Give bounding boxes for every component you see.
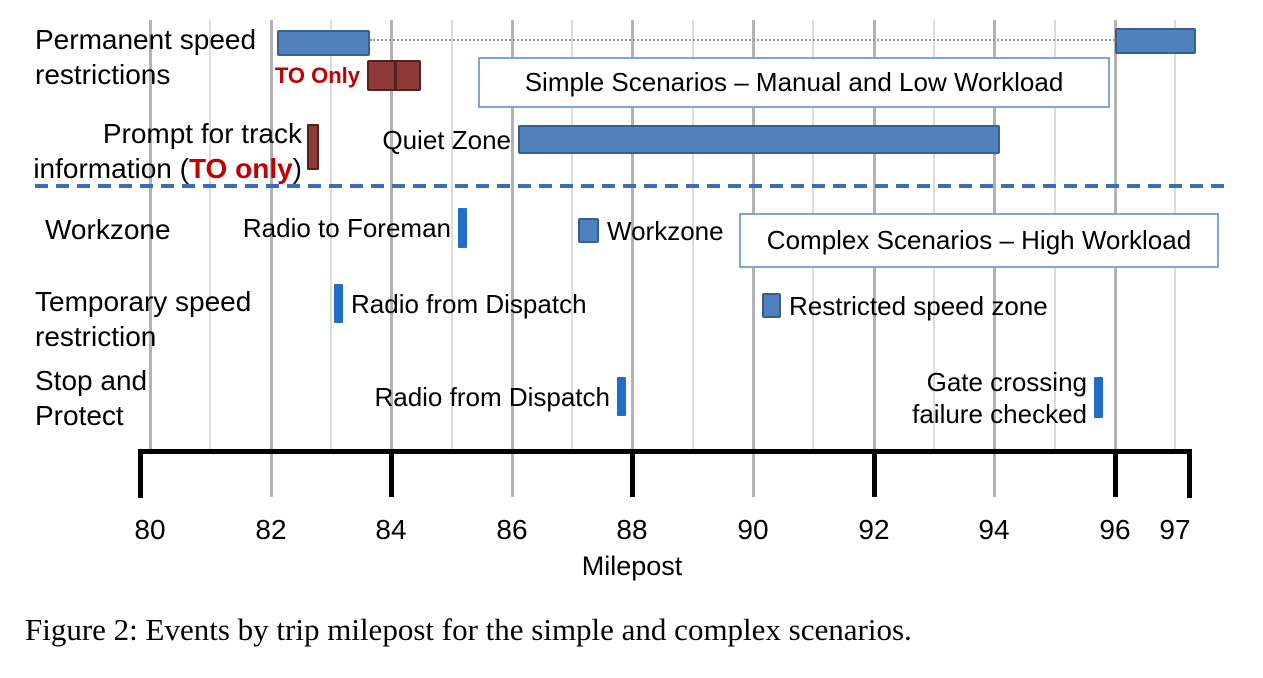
quiet-zone-bar-label: Quiet Zone	[382, 124, 511, 155]
x-axis-label-88: 88	[616, 514, 648, 545]
radio-to-foreman-tick	[458, 208, 467, 248]
quiet-zone-bar	[518, 125, 1000, 154]
gridline-mp-89	[692, 20, 694, 450]
row-label-stop-and-protect: Stop and Protect	[35, 365, 148, 431]
to-only-red-text: TO only	[188, 153, 293, 184]
perm-to-only-bar-label: TO Only	[274, 62, 360, 88]
bar-segment-divider	[394, 62, 397, 89]
x-axis-label-86: 86	[496, 514, 528, 545]
workzone-marker-label: Workzone	[607, 215, 724, 246]
prompt-track-marker	[307, 124, 319, 170]
figure-caption: Figure 2: Events by trip milepost for th…	[25, 612, 912, 647]
restricted-speed-zone-marker	[762, 293, 781, 318]
radio-from-dispatch-temp-tick-label: Radio from Dispatch	[351, 288, 587, 319]
x-axis-label-92: 92	[858, 514, 890, 545]
radio-from-dispatch-stop-tick-label: Radio from Dispatch	[374, 381, 610, 412]
x-axis-label-90: 90	[737, 514, 769, 545]
x-axis-line	[138, 449, 1192, 454]
row-label-prompt-for-track-information: Prompt for track information (TO only)	[33, 118, 302, 184]
complex-scenarios-box: Complex Scenarios – High Workload	[739, 213, 1219, 268]
gridline-mp-81	[209, 20, 211, 450]
gate-crossing-tick-label: Gate crossing failure checked	[912, 366, 1087, 429]
gate-crossing-tick	[1094, 377, 1103, 418]
perm-to-only-bar	[367, 60, 421, 91]
gridline-mp-86	[511, 20, 514, 497]
radio-from-dispatch-temp-tick	[334, 284, 343, 323]
x-axis-label-96: 96	[1099, 514, 1131, 545]
gridline-mp-84	[390, 20, 393, 450]
gridline-mp-87	[571, 20, 573, 450]
x-axis-endcap-left	[138, 449, 143, 498]
row-label-permanent-speed-restrictions: Permanent speed restrictions	[35, 24, 257, 90]
x-axis-tick-84	[389, 449, 394, 497]
x-axis-tick-96	[1113, 449, 1118, 497]
x-axis-label-80: 80	[134, 514, 166, 545]
perm-bar-2	[1115, 28, 1196, 54]
x-axis-label-84: 84	[375, 514, 407, 545]
perm-bar-1	[277, 30, 370, 56]
gridline-mp-82	[270, 20, 273, 497]
x-axis-label-82: 82	[255, 514, 287, 545]
scenario-separator-dashed-line	[35, 184, 1230, 188]
permanent-bars-connector-dotted-line	[370, 39, 1115, 41]
x-axis-label-97: 97	[1159, 514, 1191, 545]
radio-from-dispatch-stop-tick	[617, 377, 626, 416]
x-axis-endcap-right	[1187, 449, 1192, 498]
gridline-mp-83	[330, 20, 332, 450]
radio-to-foreman-tick-label: Radio to Foreman	[242, 213, 451, 243]
x-axis-tick-88	[630, 449, 635, 497]
gridline-mp-80	[149, 20, 152, 450]
gridline-mp-85	[451, 20, 453, 450]
gridline-mp-88	[631, 20, 634, 450]
simple-scenarios-box: Simple Scenarios – Manual and Low Worklo…	[478, 57, 1110, 108]
plot-area: TO Only Quiet Zone Radio to Foreman Workzon…	[33, 20, 1230, 545]
row-label-workzone: Workzone	[45, 214, 171, 245]
row-label-temporary-speed-restriction: Temporary speed restriction	[35, 286, 252, 352]
x-axis-tick-92	[872, 449, 877, 497]
restricted-speed-zone-marker-label: Restricted speed zone	[789, 290, 1048, 321]
workzone-marker	[578, 218, 599, 243]
x-axis-label-94: 94	[978, 514, 1010, 545]
x-axis-title: Milepost	[581, 551, 683, 581]
